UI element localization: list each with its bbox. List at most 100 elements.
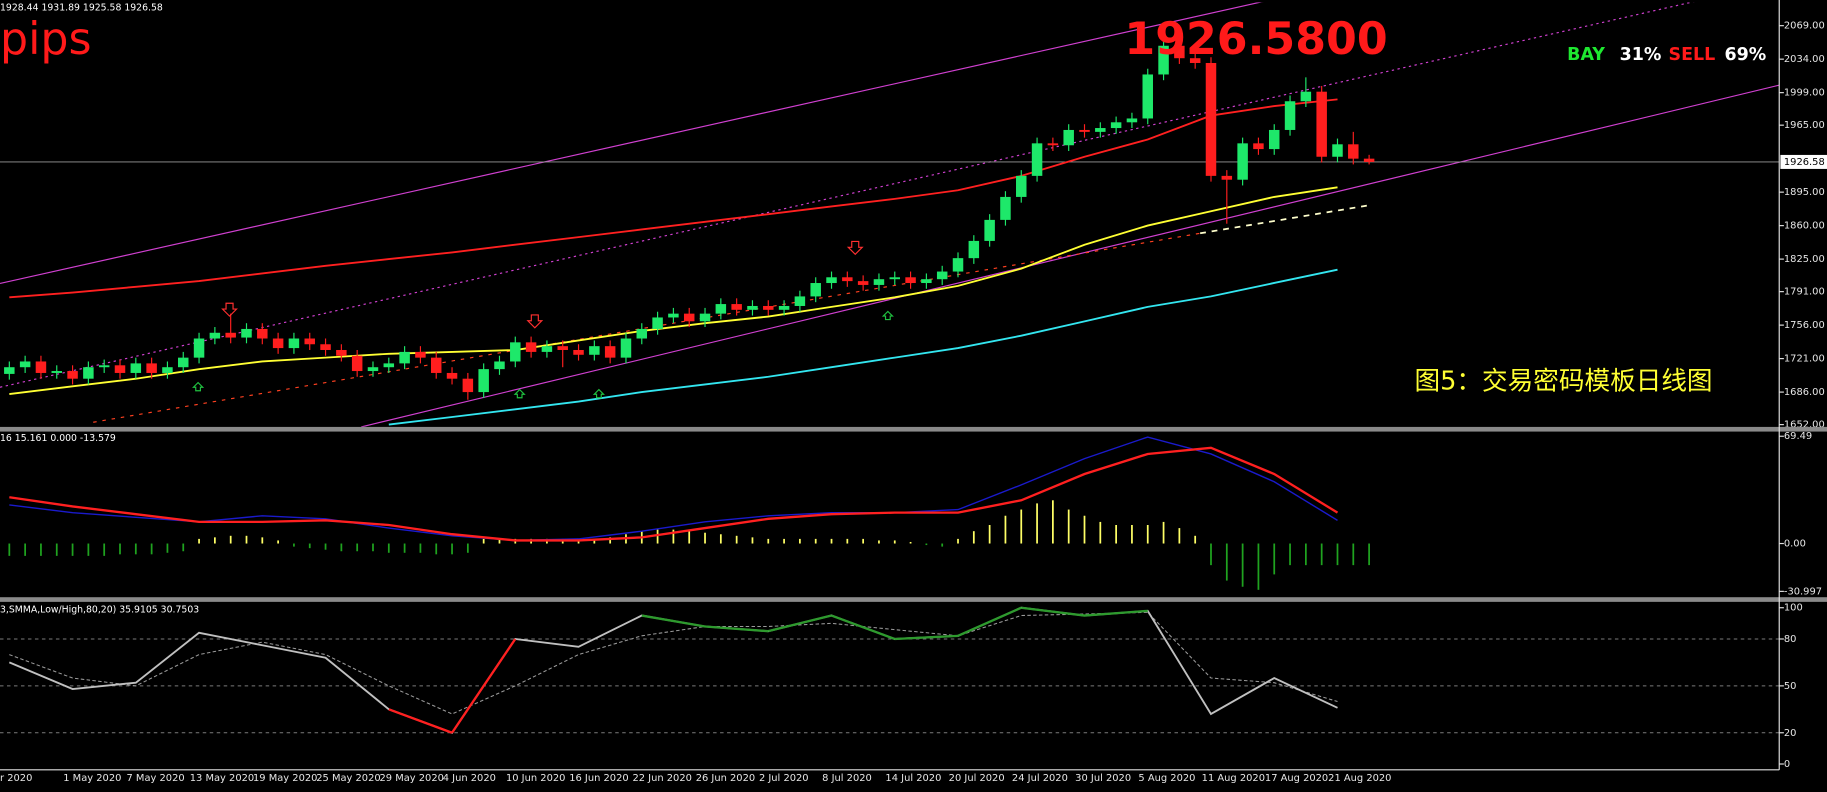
- x-tick-label: 2 Jul 2020: [759, 773, 809, 784]
- buy-arrow: [192, 381, 205, 392]
- candle-body: [336, 349, 347, 356]
- candle-body: [620, 338, 632, 358]
- y-tick-label: 1791.00: [1784, 287, 1825, 298]
- candle-body: [1205, 62, 1217, 176]
- candle-body: [1221, 175, 1233, 180]
- candle-body: [683, 313, 695, 322]
- candle-body: [304, 338, 315, 345]
- candle-body: [178, 357, 189, 368]
- candle-body: [557, 346, 568, 350]
- x-tick-label: 24 Jul 2020: [1012, 773, 1068, 784]
- candle-body: [1363, 158, 1375, 162]
- candle-body: [257, 328, 268, 339]
- candle-body: [747, 305, 758, 310]
- candle-body: [1063, 129, 1074, 146]
- candle-body: [541, 346, 553, 352]
- y-tick-label: 100: [1784, 603, 1803, 614]
- candle-body: [1348, 144, 1359, 159]
- candle-body: [1031, 143, 1043, 176]
- candle-body: [114, 365, 126, 373]
- candle-body: [731, 304, 742, 310]
- y-tick-label: 1652.00: [1784, 420, 1825, 431]
- macd-line: [9, 446, 1339, 542]
- candle-body: [51, 371, 62, 373]
- stochastic-header: 3,SMMA,Low/High,80,20) 35.9105 30.7503: [0, 605, 199, 616]
- x-tick-label: 30 Jul 2020: [1075, 773, 1131, 784]
- candle-body: [1300, 91, 1312, 102]
- candle-body: [1332, 144, 1343, 157]
- main-line-zone: [388, 708, 453, 734]
- y-tick-label: 0.00: [1784, 539, 1806, 550]
- candle-body: [589, 346, 600, 355]
- candle-body: [399, 351, 410, 364]
- y-tick-label: 69.49: [1784, 431, 1812, 442]
- candle-body: [842, 277, 853, 282]
- sell-arrow: [526, 314, 544, 329]
- y-tick-label: 1756.00: [1784, 320, 1825, 331]
- candle-body: [67, 371, 78, 379]
- current-price-box: [1780, 154, 1827, 169]
- candle-body: [715, 304, 727, 314]
- candle-body: [699, 313, 711, 322]
- candle-body: [430, 357, 442, 373]
- y-tick-label: 2034.00: [1784, 54, 1825, 65]
- signal-arrows: [192, 240, 894, 399]
- candle-body: [383, 363, 395, 368]
- x-tick-label: 16 Jun 2020: [569, 773, 628, 784]
- x-tick-label: 21 Aug 2020: [1328, 773, 1391, 784]
- candle-body: [525, 342, 537, 352]
- y-tick-label: 50: [1784, 681, 1797, 692]
- main-line-zone: [704, 625, 769, 633]
- candle-body: [98, 365, 110, 368]
- x-tick-label: 13 May 2020: [190, 773, 254, 784]
- main-line-zone: [451, 638, 517, 734]
- candle-body: [320, 344, 331, 350]
- candle-body: [367, 367, 379, 372]
- candle-body: [984, 219, 995, 241]
- candle-body: [1016, 175, 1027, 197]
- candle-body: [415, 351, 426, 358]
- candle-body: [272, 338, 284, 349]
- bay-label: BAY: [1567, 45, 1605, 65]
- main-line-zone: [1021, 606, 1085, 617]
- candle-body: [241, 328, 252, 338]
- candle-body: [952, 258, 964, 272]
- x-tick-label: 19 May 2020: [253, 773, 317, 784]
- sell-arrow: [221, 302, 238, 317]
- channel-upper: [0, 2, 1263, 285]
- x-tick-label: 22 Jun 2020: [632, 773, 691, 784]
- candle-body: [763, 305, 774, 310]
- x-tick-label: 8 Jul 2020: [822, 773, 872, 784]
- candle-body: [478, 369, 489, 393]
- candle-body: [778, 305, 790, 310]
- candle-body: [1253, 143, 1264, 150]
- sell-arrow: [846, 240, 864, 256]
- candle-body: [1126, 118, 1138, 123]
- x-tick-label: 4 Jun 2020: [443, 773, 496, 784]
- candle-body: [494, 361, 505, 370]
- candle-body: [968, 240, 980, 259]
- candle-body: [1079, 129, 1090, 132]
- pane-separator: [0, 426, 1827, 432]
- candle-body: [604, 346, 616, 358]
- candle-body: [873, 279, 885, 285]
- x-tick-label: 1 May 2020: [63, 773, 121, 784]
- y-tick-label: 1895.00: [1784, 187, 1825, 198]
- macd-line: [9, 436, 1338, 542]
- candle-body: [1284, 101, 1296, 130]
- buy-arrow: [513, 388, 526, 399]
- candle-body: [209, 332, 221, 339]
- candle-body: [826, 277, 837, 284]
- y-tick-label: 1999.00: [1784, 88, 1825, 99]
- candle-body: [636, 328, 648, 339]
- x-tick-label: 20 Jul 2020: [949, 773, 1005, 784]
- candle-body: [1237, 143, 1248, 180]
- candle-body: [573, 349, 584, 355]
- x-tick-label: 14 Jul 2020: [885, 773, 941, 784]
- moving-average: [9, 186, 1338, 395]
- macd-header: 16 15.161 0.000 -13.579: [0, 433, 116, 444]
- support-dashed: [1199, 204, 1370, 235]
